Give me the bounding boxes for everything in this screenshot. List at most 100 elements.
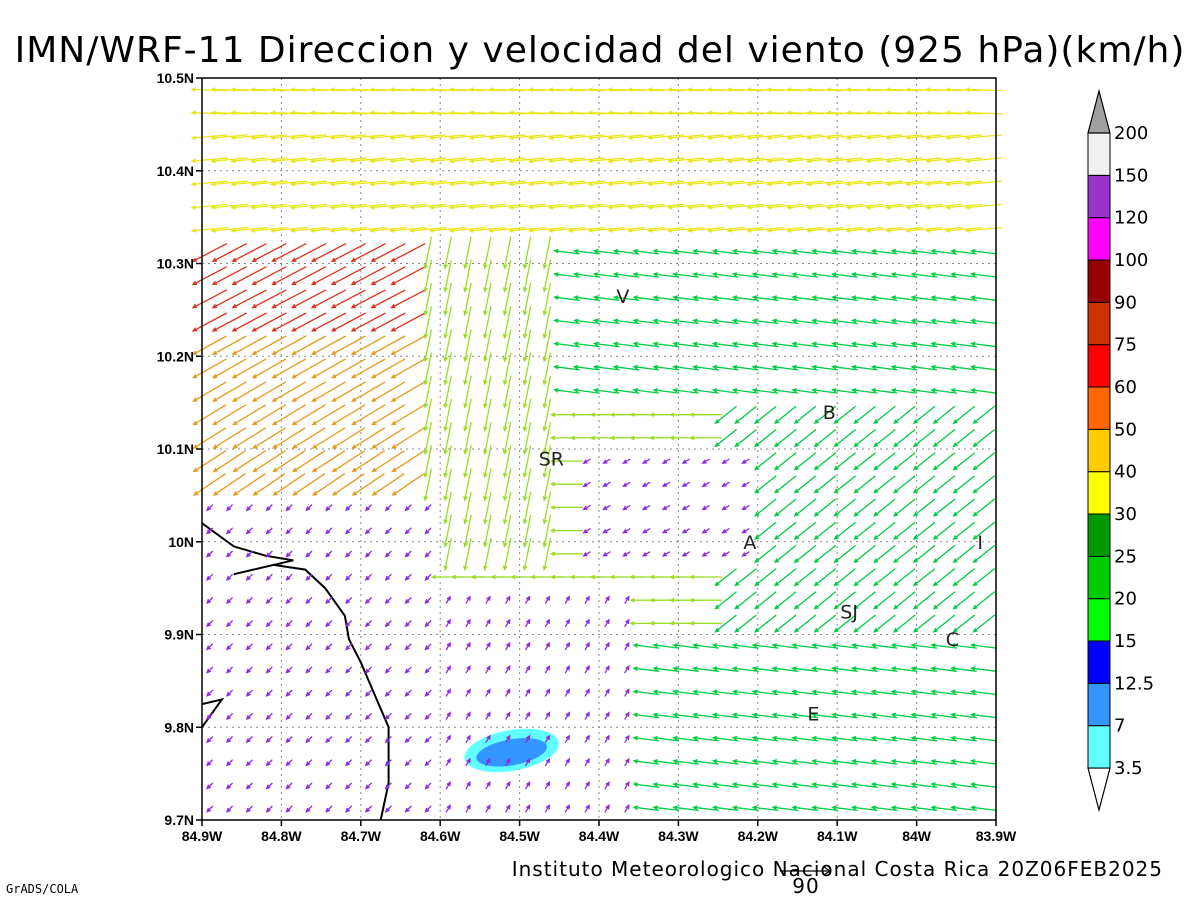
wind-vector — [930, 689, 958, 696]
wind-vector — [265, 759, 273, 767]
wind-vector — [550, 481, 583, 487]
wind-vector — [345, 689, 353, 697]
wind-vector — [865, 203, 903, 210]
wind-vector — [443, 306, 452, 340]
wind-vector — [291, 335, 327, 356]
wind-vector — [212, 427, 247, 449]
wind-vector — [231, 289, 267, 309]
wind-vector — [305, 736, 313, 744]
wind-vector — [604, 688, 610, 697]
colorbar-swatch — [1087, 471, 1111, 515]
wind-vector — [485, 711, 491, 720]
wind-vector — [622, 481, 631, 488]
wind-vector — [250, 134, 288, 141]
wind-vector — [870, 712, 898, 719]
wind-vector — [231, 381, 267, 402]
wind-vector — [885, 157, 923, 164]
wind-vector — [448, 157, 486, 164]
wind-vector — [325, 736, 333, 744]
wind-vector — [771, 387, 799, 394]
wind-vector — [912, 544, 936, 564]
wind-vector — [905, 226, 943, 233]
wind-vector — [661, 528, 671, 534]
wind-vector — [423, 445, 433, 479]
wind-vector — [465, 781, 471, 790]
wind-vector — [424, 550, 432, 558]
wind-vector — [833, 475, 857, 494]
colorbar-label: 30 — [1114, 504, 1137, 525]
wind-vector — [754, 614, 777, 633]
wind-vector — [811, 689, 838, 696]
wind-vector — [771, 318, 799, 325]
wind-vector — [652, 666, 680, 672]
wind-vector — [811, 805, 838, 812]
wind-vector — [890, 387, 918, 394]
wind-vector — [972, 475, 996, 494]
wind-vector — [641, 504, 651, 511]
wind-vector — [970, 735, 997, 742]
wind-vector — [587, 157, 625, 164]
colorbar-swatch — [1087, 555, 1111, 600]
wind-vector — [950, 758, 977, 765]
wind-vector — [390, 266, 426, 286]
wind-vector — [604, 734, 610, 744]
wind-vector — [893, 591, 916, 610]
wind-vector — [230, 180, 268, 187]
wind-vector — [624, 757, 630, 767]
wind-vector — [910, 712, 938, 719]
wind-vector — [345, 643, 353, 651]
colorbar-label: 25 — [1114, 546, 1137, 567]
wind-vector — [291, 266, 327, 286]
wind-vector — [528, 157, 566, 164]
wind-vector — [485, 757, 491, 767]
wind-vector — [873, 591, 896, 610]
wind-vector — [291, 243, 327, 262]
wind-vector — [364, 782, 373, 790]
wind-vector — [910, 782, 938, 788]
wind-vector — [245, 550, 253, 558]
wind-vector — [813, 614, 837, 633]
wind-vector — [930, 735, 958, 742]
wind-vector — [870, 387, 898, 394]
wind-vector — [445, 595, 451, 604]
wind-vector — [505, 595, 511, 604]
wind-vector — [567, 203, 605, 210]
wind-vector — [925, 226, 963, 233]
colorbar-swatch — [1087, 174, 1111, 219]
wind-vector — [408, 180, 447, 187]
wind-vector — [731, 712, 759, 719]
wind-vector — [522, 398, 532, 432]
wind-vector — [711, 689, 739, 696]
wind-vector — [524, 734, 531, 744]
wind-vector — [950, 666, 977, 672]
wind-vector — [384, 782, 392, 790]
lat-lon-grid — [202, 78, 996, 820]
wind-vector — [443, 352, 452, 386]
wind-vector — [285, 712, 293, 720]
wind-vector — [445, 711, 451, 720]
wind-vector — [544, 781, 551, 790]
wind-vector — [547, 134, 586, 141]
wind-vector — [567, 134, 605, 141]
wind-vector — [692, 387, 719, 394]
wind-vector — [423, 375, 433, 409]
wind-vector — [364, 596, 373, 605]
wind-vector — [930, 318, 958, 325]
wind-vector — [865, 134, 903, 141]
wind-vector — [364, 805, 373, 813]
wind-vector — [604, 711, 610, 720]
wind-vector — [443, 468, 452, 502]
wind-vector — [850, 248, 878, 255]
wind-vector — [211, 266, 247, 286]
wind-vector — [910, 318, 938, 325]
wind-vector — [652, 735, 680, 742]
wind-vector — [924, 134, 963, 141]
wind-vector — [647, 180, 685, 187]
wind-vector — [773, 428, 797, 448]
wind-vector — [206, 689, 214, 697]
wind-vector — [853, 475, 876, 494]
wind-vector — [950, 364, 977, 371]
wind-vector — [463, 259, 472, 293]
wind-vector — [711, 341, 739, 348]
wind-vector — [793, 405, 817, 425]
